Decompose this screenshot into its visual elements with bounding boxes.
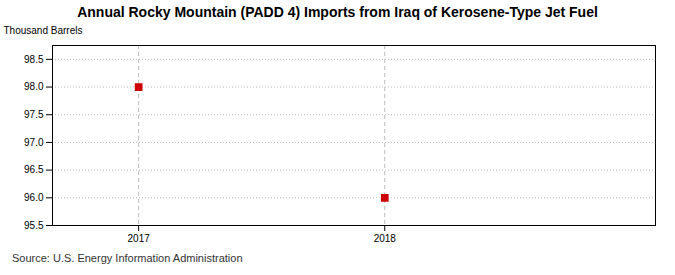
html-text:Annual Rocky Mountain (PADD 4): Annual Rocky Mountain (PADD 4) Imports f… [77,4,598,20]
svg-text:96.0: 96.0 [24,192,44,203]
svg-text:2018: 2018 [374,233,397,244]
svg-text:98.0: 98.0 [24,81,44,92]
svg-text:97.5: 97.5 [24,109,44,120]
svg-text:Thousand Barrels: Thousand Barrels [4,25,83,36]
svg-text:97.0: 97.0 [24,137,44,148]
svg-text:2017: 2017 [128,233,151,244]
svg-text:96.5: 96.5 [24,164,44,175]
svg-text:98.5: 98.5 [24,54,44,65]
html-text:Source: U.S. Energy Informatio: Source: U.S. Energy Information Administ… [12,252,243,264]
svg-text:95.5: 95.5 [24,220,44,231]
